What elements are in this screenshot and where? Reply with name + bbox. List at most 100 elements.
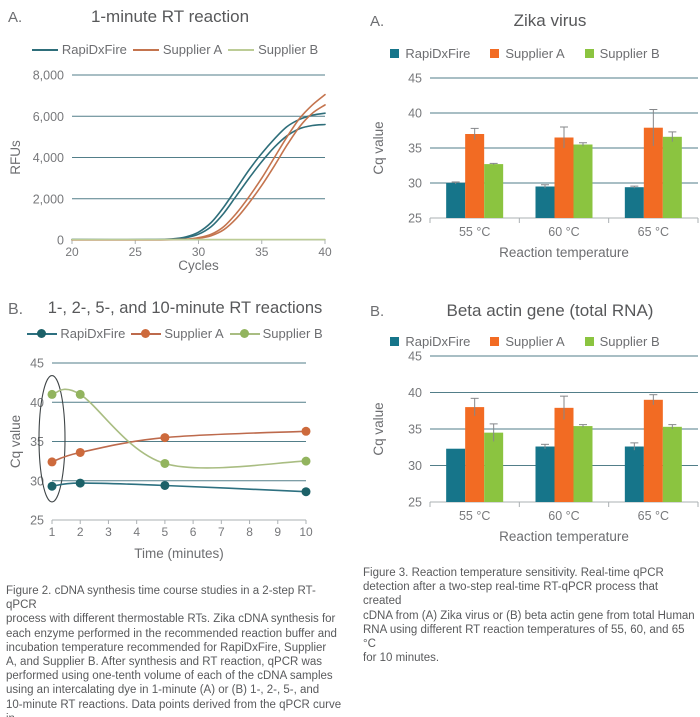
x-tick-label: 25	[129, 245, 143, 259]
bar-Supplier B	[484, 432, 504, 502]
panel-figure2-b: B. 1-, 2-, 5-, and 10-minute RT reaction…	[0, 290, 350, 580]
panel-letter: A.	[8, 9, 23, 26]
legend-label: Supplier B	[258, 42, 319, 57]
y-tick-label: 2,000	[33, 192, 64, 206]
bar-Supplier B	[573, 426, 593, 502]
legend-item-supplier-a: Supplier A	[490, 334, 565, 349]
beta-actin-bar-chart: 25 30 35 40 45 Reaction temperature Cq value 55…	[371, 350, 699, 544]
legend-swatch-icon	[490, 49, 500, 58]
y-tick-label: 35	[408, 423, 422, 437]
panel-title: Beta actin gene (total RNA)	[446, 301, 654, 320]
bar-Supplier B	[573, 144, 593, 218]
bar-RapiDxFire	[624, 446, 644, 502]
y-tick-label: 45	[408, 72, 422, 86]
legend-item-rapidxfire: RapiDxFire	[31, 42, 127, 57]
annotation-ellipse	[38, 375, 66, 503]
x-tick-label: 30	[192, 245, 206, 259]
panel-letter: B.	[8, 301, 24, 318]
y-tick-label: 25	[30, 514, 44, 528]
legend: RapiDxFire Supplier A Supplier B	[350, 46, 700, 61]
legend-swatch-icon	[584, 49, 594, 58]
y-tick-label: 30	[408, 177, 422, 191]
series-line-RapiDxFire	[51, 482, 307, 493]
y-tick-label: 40	[408, 107, 422, 121]
y-tick-label: 25	[408, 212, 422, 226]
legend-marker-icon	[37, 329, 47, 338]
legend: RapiDxFire Supplier A Supplier B	[0, 42, 350, 57]
legend-label: Supplier B	[262, 326, 323, 341]
y-tick-label: 35	[30, 435, 44, 449]
bar-RapiDxFire	[535, 446, 555, 502]
bar-RapiDxFire	[446, 448, 466, 502]
panel-figure3-b: B. Beta actin gene (total RNA) RapiDxFir…	[350, 290, 700, 580]
legend-label: RapiDxFire	[405, 334, 471, 349]
series-line-Supplier B	[51, 388, 307, 469]
x-tick-label: 7	[218, 525, 225, 539]
x-category-label: 60 °C	[548, 509, 579, 523]
y-axis-label: Cq value	[8, 415, 23, 468]
legend-item-rapidxfire: RapiDxFire	[390, 334, 470, 349]
legend: RapiDxFire Supplier A Supplier B	[350, 334, 700, 349]
data-point-Supplier B	[75, 389, 85, 399]
x-tick-label: 3	[105, 525, 112, 539]
legend-item-supplier-b: Supplier B	[229, 326, 323, 341]
bar-RapiDxFire	[446, 183, 466, 218]
x-category-label: 60 °C	[548, 225, 579, 239]
data-point-Supplier A	[160, 433, 170, 443]
series-line-RapiDxFire	[71, 112, 326, 241]
data-point-Supplier B	[160, 458, 170, 468]
y-tick-label: 35	[408, 142, 422, 156]
x-tick-label: 5	[162, 525, 169, 539]
bar-Supplier B	[662, 136, 682, 218]
data-point-RapiDxFire	[47, 481, 57, 491]
legend-label: Supplier B	[599, 46, 660, 61]
legend-swatch-icon	[132, 48, 159, 51]
bar-Supplier A	[643, 399, 663, 502]
figure-3-caption: Figure 3. Reaction temperature sensitivi…	[363, 567, 695, 665]
x-tick-label: 2	[77, 525, 84, 539]
legend-item-supplier-b: Supplier B	[584, 46, 660, 61]
legend-swatch-icon	[229, 329, 260, 338]
legend-label: Supplier A	[505, 334, 565, 349]
bar-RapiDxFire	[535, 186, 555, 218]
y-tick-label: 8,000	[33, 69, 64, 83]
legend-label: Supplier A	[505, 46, 565, 61]
legend: RapiDxFire Supplier A Supplier B	[0, 326, 350, 341]
x-axis-label: Reaction temperature	[499, 245, 629, 260]
legend-label: Supplier B	[599, 334, 660, 349]
x-tick-label: 8	[246, 525, 253, 539]
legend-label: RapiDxFire	[60, 326, 126, 341]
panel-figure2-a: A. 1-minute RT reaction RapiDxFire Suppli…	[0, 0, 350, 290]
series-line-Supplier A	[71, 104, 326, 241]
x-category-label: 55 °C	[459, 225, 490, 239]
legend-label: RapiDxFire	[405, 46, 471, 61]
data-point-Supplier A	[301, 426, 311, 436]
panel-title: 1-minute RT reaction	[90, 7, 250, 26]
panel-letter: A.	[370, 13, 385, 30]
legend-swatch-icon	[27, 329, 58, 338]
panel-figure3-a: A. Zika virus RapiDxFire Supplier A Suppli…	[350, 0, 700, 290]
bar-Supplier B	[484, 164, 504, 218]
data-point-RapiDxFire	[301, 487, 311, 497]
legend-marker-icon	[141, 329, 151, 338]
x-category-label: 65 °C	[638, 509, 669, 523]
data-point-Supplier A	[75, 447, 85, 457]
bar-Supplier A	[554, 407, 574, 502]
x-axis-label: Reaction temperature	[499, 529, 629, 544]
legend-label: RapiDxFire	[61, 42, 127, 57]
legend-label: Supplier A	[164, 326, 224, 341]
x-tick-label: 6	[190, 525, 197, 539]
data-point-Supplier A	[47, 457, 57, 467]
legend-marker-icon	[239, 329, 249, 338]
bar-Supplier A	[643, 127, 663, 218]
data-point-RapiDxFire	[75, 478, 85, 488]
x-tick-label: 20	[65, 245, 79, 259]
x-tick-label: 1	[49, 525, 56, 539]
x-axis-label: Cycles	[178, 258, 219, 273]
legend-item-rapidxfire: RapiDxFire	[27, 326, 125, 341]
legend-swatch-icon	[31, 48, 58, 51]
y-axis-label: Cq value	[371, 402, 386, 455]
y-tick-label: 0	[57, 234, 64, 248]
